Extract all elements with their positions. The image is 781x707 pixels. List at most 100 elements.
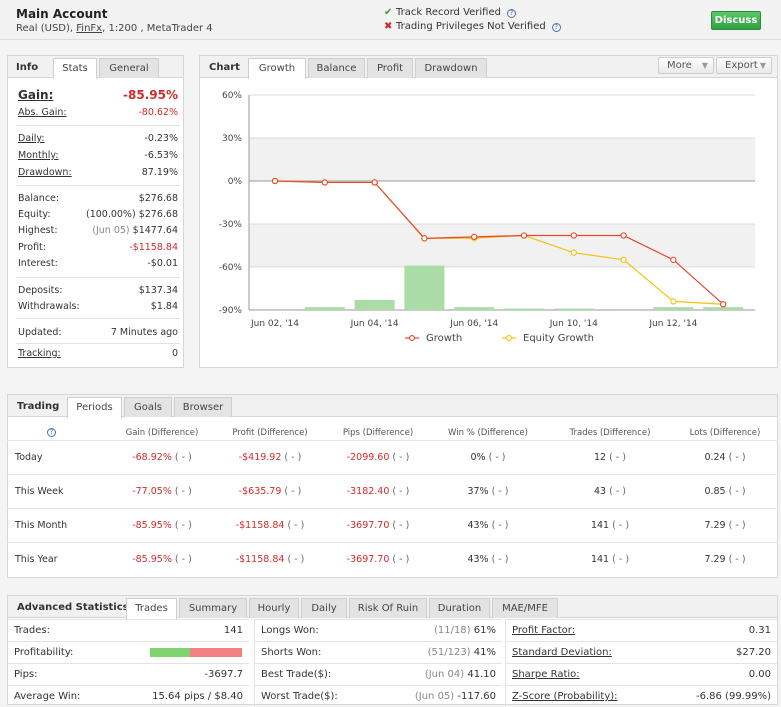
equity-value: $276.68 [138,209,178,220]
tracking-value: 0 [171,348,178,359]
stat-row-pips: Pips: -3697.7 [8,663,249,685]
export-button[interactable]: Export ▼ [716,57,772,74]
tab-profit[interactable]: Profit [367,58,413,78]
check-icon: ✔ [384,7,393,18]
tracking-label[interactable]: Tracking: [18,348,61,359]
pips-cell: -3697.70 ( - ) [328,554,428,565]
account-type: Real (USD), [16,23,74,34]
win-difference: ( - ) [488,452,506,463]
export-label: Export [725,60,758,71]
growth-chart: 60% 30% 0% -30% -60% -90% Jun 02, '14 Jun 04, '… [219,91,755,344]
average-win-value: 15.64 pips / $8.40 [152,691,243,702]
equity-percent: (100.00%) [85,209,136,220]
more-button[interactable]: More ▼ [658,57,714,74]
profitability-label: Profitability: [14,647,74,658]
x-tick-label: Jun 12, '14 [648,319,697,329]
help-icon[interactable]: ? [47,428,56,437]
stat-row-z-score: Z-Score (Probability): -6.86 (99.99%) [505,685,777,707]
lots-cell: 0.85 ( - ) [675,486,775,497]
tab-drawdown[interactable]: Drawdown [415,58,487,78]
lots-cell: 7.29 ( - ) [675,520,775,531]
discuss-button[interactable]: Discuss [711,11,761,30]
trades-difference: ( - ) [609,452,626,463]
tab-goals[interactable]: Goals [124,397,172,417]
help-icon[interactable]: ? [551,23,561,32]
tab-browser[interactable]: Browser [174,397,232,417]
abs-gain-label[interactable]: Abs. Gain: [18,107,67,118]
trading-panel: Trading Periods Goals Browser [7,394,778,578]
gain-label[interactable]: Gain: [18,88,54,102]
tab-hourly[interactable]: Hourly [249,598,299,618]
trades-value: 141 [223,625,243,636]
stat-row-profit-factor: Profit Factor: 0.31 [505,619,777,641]
y-tick-label: -30% [219,220,243,230]
standard-deviation-label[interactable]: Standard Deviation: [512,647,612,658]
pips-difference: ( - ) [392,486,410,497]
divider [16,125,180,126]
column-header-pips: Pips (Difference) [342,428,414,438]
gain-cell: -85.95% ( - ) [112,520,212,531]
tab-general[interactable]: General [99,58,159,78]
pips-value: -3697.7 [204,669,243,680]
pips-difference: ( - ) [392,520,410,531]
trading-privileges-label: Trading Privileges Not Verified [396,21,546,32]
chart-title: Chart [209,62,240,73]
legend-label: Growth [426,333,462,344]
win-difference: ( - ) [491,520,509,531]
pips-value: -2099.60 [346,452,390,463]
cross-icon: ✖ [384,21,393,32]
tab-duration[interactable]: Duration [429,598,490,618]
abs-gain-value: -80.62% [138,107,178,118]
broker-link[interactable]: FinFx [76,23,103,34]
column-header-trades: Trades (Difference) [569,428,651,438]
volume-bar [653,307,694,310]
plot-area [249,95,755,310]
drawdown-label[interactable]: Drawdown: [18,167,72,178]
worst-trade-label: Worst Trade($): [261,691,338,702]
tab-balance[interactable]: Balance [308,58,365,78]
sharpe-ratio-label[interactable]: Sharpe Ratio: [512,669,580,680]
profit-factor-label[interactable]: Profit Factor: [512,625,576,636]
table-row: Today -68.92% ( - ) -$419.92 ( - ) -2099.60… [7,440,778,474]
profitability-win-fill [150,648,190,657]
lots-value: 7.29 [704,520,726,531]
tab-mae-mfe[interactable]: MAE/MFE [492,598,558,618]
profit-label: Profit: [18,242,46,253]
monthly-label[interactable]: Monthly: [18,150,59,161]
gain-difference: ( - ) [174,554,192,565]
profit-value: -$635.79 [238,486,282,497]
tab-growth[interactable]: Growth [248,58,306,79]
y-tick-label: 0% [228,177,243,187]
tab-daily[interactable]: Daily [301,598,347,618]
win-cell: 43% ( - ) [438,520,538,531]
tab-summary[interactable]: Summary [179,598,247,618]
stat-row-trades: Trades: 141 [8,619,249,641]
pips-difference: ( - ) [392,452,410,463]
daily-label[interactable]: Daily: [18,133,45,144]
z-score-value: -6.86 (99.99%) [696,691,771,702]
help-icon[interactable]: ? [506,9,516,18]
trades-cell: 141 ( - ) [560,520,660,531]
legend-marker [409,335,415,341]
tab-stats[interactable]: Stats [53,58,97,79]
worst-trade-value: -117.60 [457,691,496,702]
win-cell: 37% ( - ) [438,486,538,497]
data-point [570,232,577,239]
best-trade-date: (Jun 04) [424,669,465,680]
stat-row-shorts-won: Shorts Won: (51/123) 41% [254,641,502,663]
monthly-value: -6.53% [144,150,178,161]
z-score-label[interactable]: Z-Score (Probability): [512,691,618,702]
period-label: This Year [15,554,58,565]
longs-won-count: (11/18) [433,625,471,636]
lots-difference: ( - ) [728,554,746,565]
volume-bar [404,265,445,310]
profit-cell: -$1158.84 ( - ) [220,554,320,565]
tab-risk-of-ruin[interactable]: Risk Of Ruin [349,598,427,618]
tab-periods[interactable]: Periods [67,397,122,418]
dropdown-arrow-icon: ▼ [701,61,708,70]
profit-difference: ( - ) [287,554,305,565]
win-value: 37% [467,486,489,497]
tab-trades[interactable]: Trades [126,598,177,619]
lots-value: 0.24 [704,452,726,463]
data-point [620,232,627,239]
